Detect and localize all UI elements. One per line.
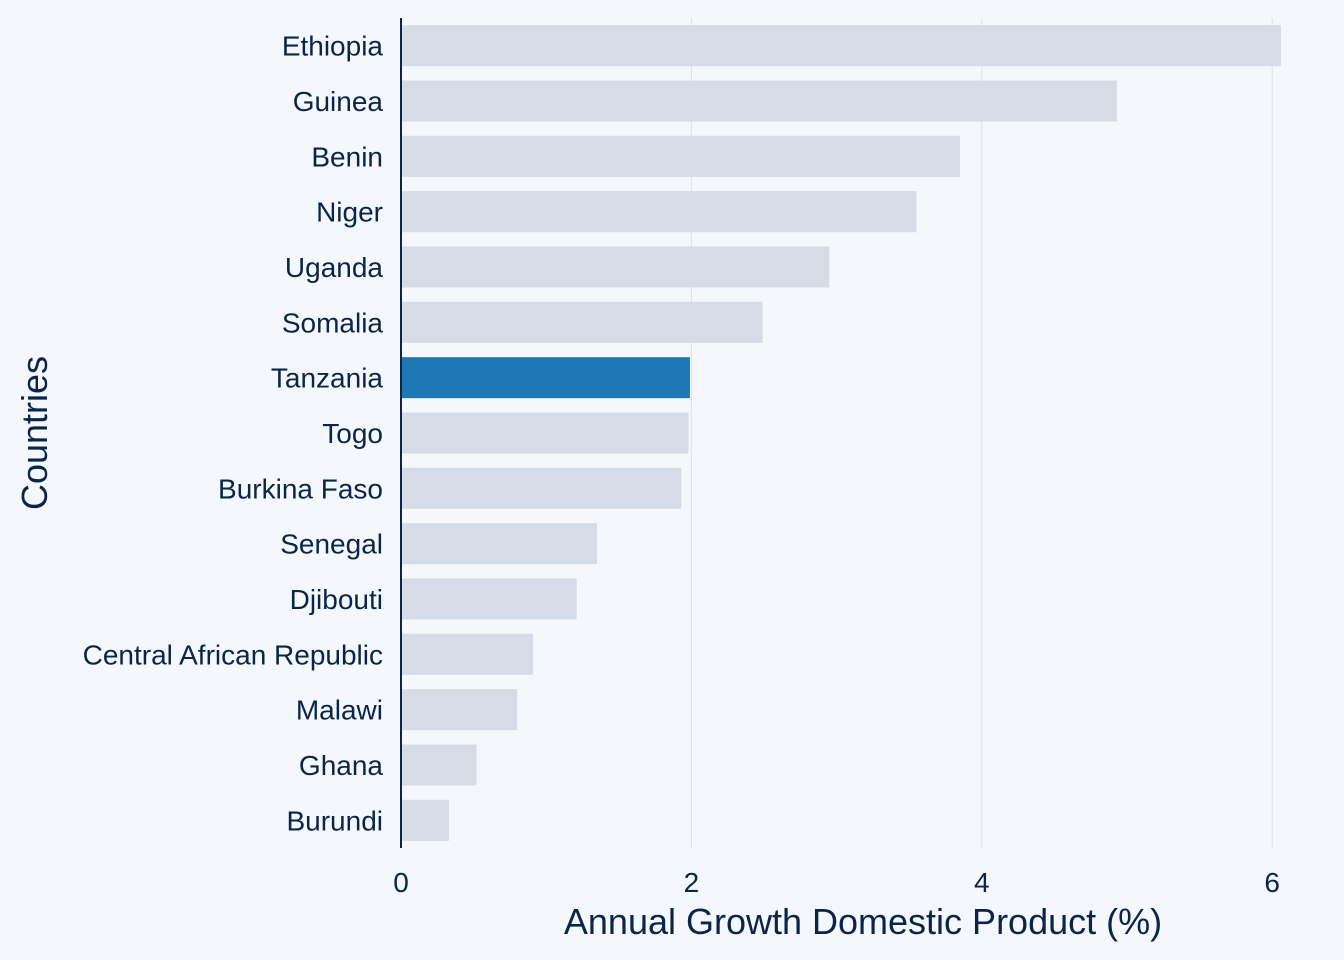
y-tick-label-somalia: Somalia: [282, 307, 384, 338]
x-axis-title: Annual Growth Domestic Product (%): [564, 901, 1162, 942]
y-tick-label-ghana: Ghana: [299, 750, 383, 781]
bar-somalia: [401, 301, 763, 343]
bar-benin: [401, 135, 961, 177]
bar-burundi: [401, 799, 449, 841]
bars: [401, 25, 1281, 841]
y-tick-label-senegal: Senegal: [280, 529, 383, 560]
y-axis-title: Countries: [14, 356, 55, 510]
y-tick-label-benin: Benin: [311, 141, 383, 172]
x-tick-label-6: 6: [1264, 867, 1280, 898]
x-tick-label-0: 0: [393, 867, 409, 898]
bar-togo: [401, 412, 689, 454]
bar-ghana: [401, 744, 477, 786]
x-tick-labels: 0 2 4 6: [393, 867, 1280, 898]
y-tick-label-burkina-faso: Burkina Faso: [218, 473, 383, 504]
y-tick-labels: Ethiopia Guinea Benin Niger Uganda Somalia Tan…: [83, 31, 384, 837]
y-tick-label-niger: Niger: [316, 197, 383, 228]
y-tick-label-djibouti: Djibouti: [290, 584, 383, 615]
y-tick-label-guinea: Guinea: [293, 86, 384, 117]
bar-djibouti: [401, 578, 577, 620]
y-tick-label-togo: Togo: [322, 418, 383, 449]
bar-central-african-republic: [401, 633, 534, 675]
bar-burkina-faso: [401, 467, 682, 509]
x-tick-label-4: 4: [974, 867, 990, 898]
bar-senegal: [401, 523, 598, 565]
y-tick-label-ethiopia: Ethiopia: [282, 31, 384, 62]
y-tick-label-burundi: Burundi: [286, 805, 383, 836]
bar-ethiopia: [401, 25, 1281, 67]
y-tick-label-central-african-republic: Central African Republic: [83, 639, 383, 670]
bar-niger: [401, 191, 917, 233]
x-tick-label-2: 2: [684, 867, 700, 898]
bar-malawi: [401, 689, 518, 731]
bar-tanzania: [401, 357, 690, 399]
y-tick-label-malawi: Malawi: [296, 695, 383, 726]
y-tick-label-uganda: Uganda: [285, 252, 384, 283]
bar-uganda: [401, 246, 830, 288]
bar-guinea: [401, 80, 1117, 122]
y-tick-label-tanzania: Tanzania: [271, 363, 384, 394]
